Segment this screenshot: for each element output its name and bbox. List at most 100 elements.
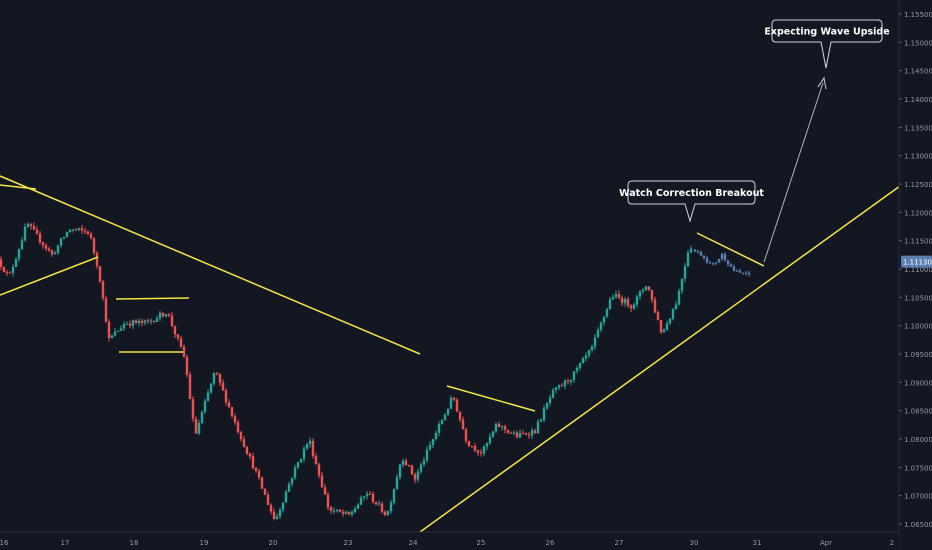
- candle-body: [620, 297, 624, 304]
- time-tick-label: 27: [615, 539, 624, 547]
- projection-candle-body: [726, 260, 730, 265]
- candle-body: [614, 294, 618, 297]
- candle-body: [152, 320, 156, 322]
- candle-body: [179, 338, 183, 347]
- candle-body: [188, 374, 192, 400]
- candle-body: [335, 509, 339, 511]
- candle-body: [284, 491, 288, 503]
- candle-body: [602, 316, 606, 323]
- candle-body: [107, 322, 111, 339]
- projection-candle-body: [738, 270, 742, 273]
- candle-body: [623, 298, 627, 304]
- annotation-watch-correction-bubble: [627, 180, 756, 223]
- projection-candle-body: [693, 249, 697, 252]
- annotation-watch-correction-text: Watch Correction Breakout: [619, 188, 764, 199]
- annotations-layer: Watch Correction Breakout Expecting Wave …: [619, 19, 890, 223]
- candle-body: [170, 315, 174, 326]
- candle-body: [557, 385, 561, 388]
- candle-body: [149, 320, 153, 322]
- candle-body: [80, 228, 84, 231]
- candle-body: [392, 489, 396, 503]
- candle-body: [530, 430, 534, 436]
- candle-body: [212, 372, 216, 384]
- candle-body: [62, 237, 66, 239]
- candle-body: [332, 510, 336, 512]
- candle-body: [161, 312, 165, 317]
- candle-body: [245, 446, 249, 454]
- candle-body: [683, 266, 687, 279]
- candle-body: [581, 358, 585, 364]
- candle-body: [137, 320, 141, 324]
- price-tick-label: 1.13000: [904, 153, 932, 161]
- trendline-wedge-lower: [0, 256, 99, 296]
- candle-body: [677, 290, 681, 305]
- candle-body: [431, 439, 435, 445]
- candle-body: [230, 407, 234, 417]
- time-tick-label: 30: [690, 539, 699, 547]
- annotation-expecting-wave-text: Expecting Wave Upside: [764, 27, 889, 38]
- candle-body: [173, 325, 177, 335]
- candle-body: [41, 242, 45, 246]
- projection-arrow: [763, 82, 824, 263]
- candle-body: [11, 266, 15, 273]
- candle-body: [341, 511, 345, 514]
- price-tick-label: 1.11500: [904, 238, 932, 246]
- candle-body: [362, 496, 366, 498]
- candle-body: [125, 323, 129, 325]
- candle-body: [65, 231, 69, 238]
- projection-candle-body: [705, 257, 709, 263]
- projection-candle-body: [732, 266, 736, 272]
- candle-body: [374, 502, 378, 505]
- candle-body: [269, 504, 273, 512]
- price-tick-label: 1.08500: [904, 408, 932, 416]
- candle-body: [92, 238, 96, 253]
- candle-body: [521, 432, 525, 434]
- candle-body: [194, 418, 198, 434]
- candle-body: [320, 475, 324, 488]
- price-tick-label: 1.06500: [904, 521, 932, 529]
- price-axis: 1.15500 1.15000 1.14500 1.14000 1.13500 1.130…: [898, 0, 932, 550]
- candle-body: [554, 387, 558, 391]
- candle-body: [143, 320, 147, 323]
- candle-body: [239, 432, 243, 440]
- price-tick-label: 1.12000: [904, 209, 932, 217]
- candle-body: [275, 516, 279, 519]
- price-tick-label: 1.14500: [904, 68, 932, 76]
- candle-body: [605, 308, 609, 317]
- price-tick-label: 1.11000: [904, 266, 932, 274]
- candle-body: [371, 493, 375, 503]
- candle-body: [296, 462, 300, 468]
- candle-body: [227, 402, 231, 408]
- time-tick-label: 2: [890, 539, 894, 547]
- candle-body: [563, 380, 567, 386]
- candle-body: [425, 449, 429, 461]
- candle-body: [539, 420, 543, 422]
- projection-candle-body: [699, 251, 703, 256]
- candle-body: [653, 299, 657, 313]
- candle-body: [671, 309, 675, 319]
- candle-body: [191, 399, 195, 419]
- price-tick-label: 1.15500: [904, 11, 932, 19]
- candle-body: [395, 477, 399, 490]
- candle-body: [449, 397, 453, 409]
- candle-body: [572, 371, 576, 381]
- candle-body: [491, 431, 495, 437]
- candle-body: [407, 465, 411, 467]
- trendline-pullback: [446, 385, 536, 412]
- candle-body: [446, 408, 450, 415]
- candle-body: [599, 322, 603, 330]
- price-axis-background: [899, 0, 932, 550]
- candle-body: [584, 355, 588, 359]
- trendlines-layer: [0, 76, 901, 533]
- candle-body: [215, 372, 219, 374]
- candle-body: [455, 399, 459, 412]
- projection-candle-body: [717, 258, 721, 263]
- candle-body: [386, 511, 390, 516]
- candle-body: [626, 298, 630, 306]
- channel-top: [115, 297, 190, 300]
- candle-body: [128, 323, 132, 326]
- candle-body: [437, 424, 441, 433]
- candle-body: [578, 363, 582, 369]
- candle-body: [44, 245, 48, 249]
- projection-candle-body: [702, 255, 706, 258]
